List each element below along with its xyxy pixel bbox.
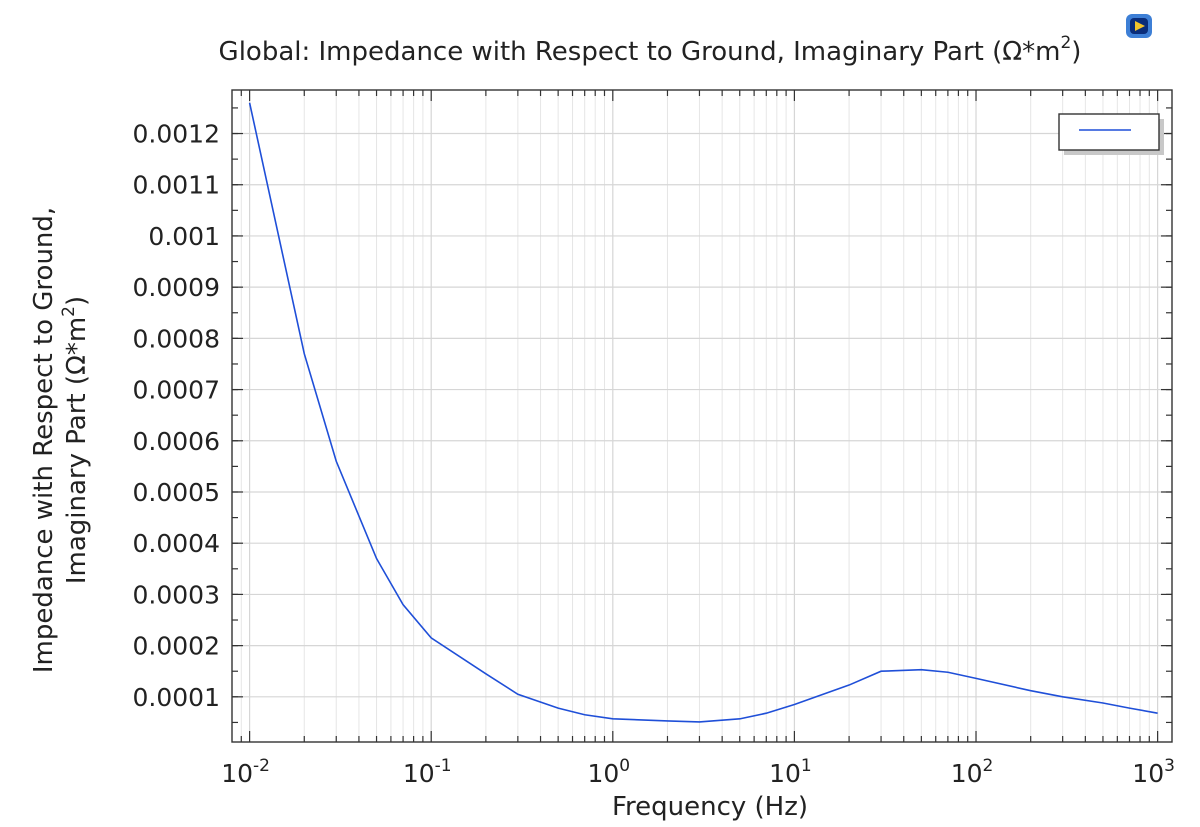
y-tick-label: 0.0006 xyxy=(133,427,220,456)
y-axis-label: Impedance with Respect to Ground, Imagin… xyxy=(29,207,92,673)
legend[interactable] xyxy=(1058,113,1164,155)
plot-frame xyxy=(231,89,1173,743)
y-tick-label: 0.0011 xyxy=(133,171,220,200)
y-axis-label-line1: Impedance with Respect to Ground, xyxy=(29,207,59,673)
axis-ticks xyxy=(232,90,1172,742)
y-tick-labels: 0.0001 0.0002 0.0003 0.0004 0.0005 0.0006 0.00… xyxy=(133,120,220,712)
grid xyxy=(232,90,1172,742)
y-tick-label: 0.0012 xyxy=(133,120,220,149)
x-tick-label: 100 xyxy=(587,756,630,788)
x-tick-label: 10-1 xyxy=(403,756,452,788)
x-tick-label: 102 xyxy=(951,756,994,788)
x-tick-label: 101 xyxy=(769,756,812,788)
y-tick-label: 0.0009 xyxy=(133,273,220,302)
x-tick-label: 103 xyxy=(1132,756,1175,788)
chart-title: Global: Impedance with Respect to Ground… xyxy=(219,33,1082,67)
y-axis-label-line2: Imaginary Part (Ω*m2) xyxy=(59,296,92,584)
y-tick-label: 0.0005 xyxy=(133,478,220,507)
y-tick-label: 0.0003 xyxy=(133,580,220,609)
legend-box xyxy=(1058,113,1160,151)
x-tick-labels: 10-2 10-1 100 101 102 103 xyxy=(221,756,1175,788)
y-tick-label: 0.0004 xyxy=(133,529,220,558)
x-axis-label: Frequency (Hz) xyxy=(612,792,808,822)
y-tick-label: 0.0008 xyxy=(133,324,220,353)
y-tick-label: 0.0001 xyxy=(133,683,220,712)
series-group xyxy=(248,102,1158,723)
y-tick-label: 0.0002 xyxy=(133,632,220,661)
x-tick-label: 10-2 xyxy=(221,756,270,788)
y-tick-label: 0.001 xyxy=(148,222,220,251)
app-logo-icon xyxy=(1126,14,1152,38)
y-tick-label: 0.0007 xyxy=(133,376,220,405)
series-line xyxy=(248,102,1158,723)
